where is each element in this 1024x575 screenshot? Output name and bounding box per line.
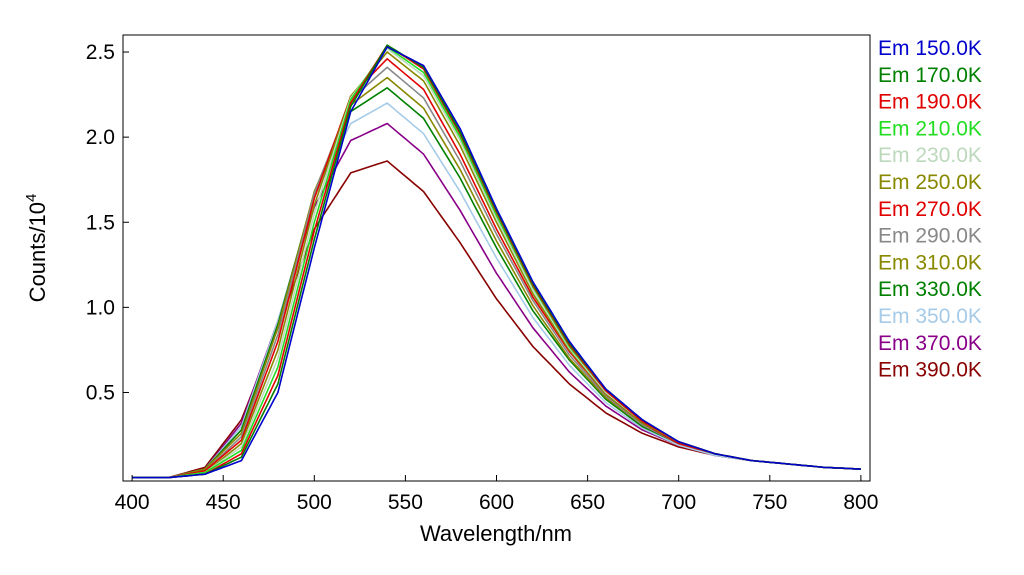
- series-layer: [132, 44, 861, 479]
- series-line-em-170-0k: [132, 44, 861, 479]
- y-axis-title: Counts/104: [23, 194, 50, 303]
- x-tick-label: 800: [843, 491, 878, 514]
- legend-entry-em-370-0k: Em 370.0K: [878, 332, 982, 355]
- series-line-em-190-0k: [132, 44, 861, 479]
- y-tick-label: 1.5: [86, 211, 115, 234]
- y-tick-label: 2.5: [86, 41, 115, 64]
- legend-entry-em-190-0k: Em 190.0K: [878, 91, 982, 114]
- x-tick-label: 700: [661, 491, 696, 514]
- legend-entry-em-210-0k: Em 210.0K: [878, 117, 982, 140]
- legend-entry-em-290-0k: Em 290.0K: [878, 225, 982, 248]
- x-axis-title: Wavelength/nm: [420, 521, 572, 546]
- series-line-em-150-0k: [132, 46, 861, 479]
- x-tick-label: 600: [479, 491, 514, 514]
- series-line-em-250-0k: [132, 51, 861, 479]
- y-axis-title-exponent: 4: [23, 194, 40, 202]
- x-tick-label: 550: [388, 491, 423, 514]
- legend-entry-em-390-0k: Em 390.0K: [878, 359, 982, 382]
- x-tick-label: 450: [206, 491, 241, 514]
- legend-entry-em-150-0k: Em 150.0K: [878, 37, 982, 60]
- legend: Em 150.0K Em 170.0K Em 190.0K Em 210.0K Em 2…: [878, 37, 982, 382]
- series-line-em-210-0k: [132, 46, 861, 479]
- series-line-em-230-0k: [132, 47, 861, 479]
- x-axis-ticks: 400 450 500 550 600 650 700 750 800: [115, 475, 878, 514]
- legend-entry-em-270-0k: Em 270.0K: [878, 198, 982, 221]
- legend-entry-em-230-0k: Em 230.0K: [878, 144, 982, 167]
- x-tick-label: 650: [570, 491, 605, 514]
- x-tick-label: 400: [115, 491, 150, 514]
- legend-entry-em-350-0k: Em 350.0K: [878, 305, 982, 328]
- legend-entry-em-310-0k: Em 310.0K: [878, 251, 982, 274]
- legend-entry-em-330-0k: Em 330.0K: [878, 278, 982, 301]
- y-tick-label: 2.0: [86, 126, 115, 149]
- y-axis-title-base: Counts/10: [25, 202, 50, 302]
- legend-entry-em-250-0k: Em 250.0K: [878, 171, 982, 194]
- y-tick-label: 1.0: [86, 296, 115, 319]
- x-tick-label: 500: [297, 491, 332, 514]
- y-axis-ticks: 0.5 1.0 1.5 2.0 2.5: [86, 41, 129, 404]
- x-tick-label: 750: [752, 491, 787, 514]
- y-tick-label: 0.5: [86, 381, 115, 404]
- legend-entry-em-170-0k: Em 170.0K: [878, 64, 982, 87]
- series-line-em-270-0k: [132, 57, 861, 479]
